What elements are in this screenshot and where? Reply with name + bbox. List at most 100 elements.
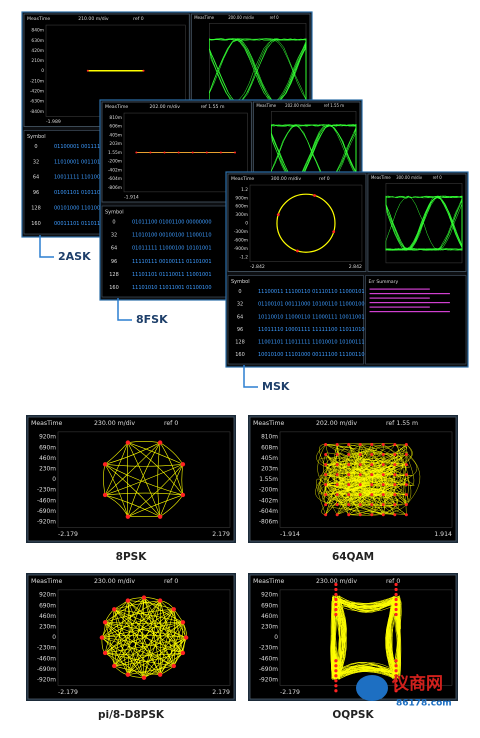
y-tick-label: -690m [37, 509, 56, 515]
symbol-bits: 11011110 10001111 11111100 11011010 [258, 327, 365, 333]
symbol-row-index: 96 [111, 259, 117, 265]
symbol-point [381, 453, 385, 457]
y-tick-label: -402m [108, 167, 122, 173]
plot-frame [367, 173, 467, 272]
y-tick-label: 600m [235, 204, 248, 210]
constellation-trace [332, 648, 339, 679]
constellation-trace [113, 597, 145, 667]
symbol-point [177, 151, 180, 154]
y-tick-label: 230m [261, 625, 278, 631]
constellation-trace [114, 637, 187, 667]
plot: MeasTime 300.00 m/div ref 0 [367, 173, 467, 272]
symbol-point [347, 453, 351, 457]
constellation-trace [113, 600, 161, 667]
symbol-point [334, 659, 338, 663]
y-tick-label: -460m [37, 498, 56, 504]
constellation-trace [386, 601, 397, 674]
symbol-point [99, 635, 105, 640]
symbol-point [334, 684, 338, 688]
plot-area [57, 431, 231, 528]
constellation-trace [143, 637, 187, 678]
constellation-trace [104, 597, 145, 623]
error-line [369, 297, 430, 299]
symbol-point [334, 587, 338, 592]
y-tick-label: 460m [261, 614, 278, 620]
plot-scale: 230.00 m/div [316, 578, 357, 585]
symbol-point [358, 503, 362, 507]
watermark-name: 仪商网 [391, 673, 443, 694]
constellation-trace [360, 475, 384, 485]
symbol-point [393, 493, 397, 497]
error-line [369, 302, 450, 304]
symbol-point [404, 483, 408, 487]
plot-area [123, 112, 248, 193]
constellation-trace [321, 464, 384, 515]
symbol-point [171, 607, 176, 612]
x-tick-label: 1.914 [434, 531, 452, 538]
symbol-point [370, 473, 374, 477]
symbol-point [381, 443, 385, 447]
plot-ref: ref 1.55 m [386, 420, 418, 427]
constellation-trace [325, 484, 379, 494]
plot-ref: ref 0 [164, 420, 178, 427]
constellation-trace [143, 597, 161, 675]
y-tick-label: 920m [39, 435, 56, 441]
symbol-point [112, 607, 117, 612]
symbol-point [393, 503, 397, 507]
symbol-bits: 11010001 00110110 [54, 159, 107, 165]
y-tick-label: -920m [37, 678, 56, 684]
constellation-trace [331, 599, 340, 676]
y-tick-label: 460m [39, 456, 56, 462]
symbol-point [334, 592, 338, 597]
constellation-trace [325, 488, 396, 505]
constellation-trace [114, 665, 161, 675]
symbol-point [335, 483, 339, 487]
window-label: 2ASK [58, 250, 91, 263]
symbol-point [370, 503, 374, 507]
symbol-point [347, 443, 351, 447]
y-tick-label: 810m [261, 435, 278, 441]
plot-title: MeasTime [253, 578, 284, 585]
symbol-point [180, 462, 186, 467]
y-tick-label: 203m [109, 141, 122, 147]
constellation-panel: MeasTime 230.00 m/div ref 0 920m 690m 460m 230… [26, 415, 236, 543]
y-tick-label: 0 [245, 221, 248, 227]
symbol-bits: 10110010 11000110 11000111 10011001 [258, 314, 365, 320]
constellation-trace [319, 444, 338, 485]
symbol-row-index: 128 [235, 340, 245, 346]
symbol-point [324, 493, 328, 497]
symbol-point [324, 453, 328, 457]
constellation-trace [338, 668, 394, 677]
y-tick-label: -690m [37, 667, 56, 673]
plot-title: MeasTime [31, 420, 62, 427]
constellation-trace [104, 442, 161, 496]
plot-frame [249, 574, 457, 700]
constellation-trace [101, 600, 161, 638]
y-tick-label: -420m [30, 89, 44, 95]
symbol-point [393, 443, 397, 447]
y-tick-label: 920m [39, 593, 56, 599]
y-tick-label: -900m [234, 246, 248, 252]
symbol-point [381, 473, 385, 477]
constellation-trace [105, 492, 183, 496]
symbol-point [358, 473, 362, 477]
x-tick-label: -2.179 [58, 531, 78, 538]
symbol-point [381, 513, 385, 517]
y-tick-label: -600m [234, 238, 248, 244]
constellation-panel: MeasTime 202.00 m/div ref 1.55 m 810m 608m 40… [248, 415, 458, 543]
constellation-trace [325, 463, 407, 505]
y-tick-label: -460m [259, 656, 278, 662]
symbol-point [404, 493, 408, 497]
symbol-point [393, 513, 397, 517]
constellation-trace [127, 441, 161, 443]
constellation-trace [348, 494, 400, 509]
constellation-trace [337, 490, 374, 505]
y-tick-label: 210m [31, 58, 44, 64]
constellation-trace [325, 444, 412, 475]
symbol-row-index: 64 [33, 175, 39, 181]
constellation-trace [159, 600, 187, 638]
constellation-trace [114, 622, 184, 667]
symbol-point [404, 463, 408, 467]
symbol-point [141, 675, 147, 680]
